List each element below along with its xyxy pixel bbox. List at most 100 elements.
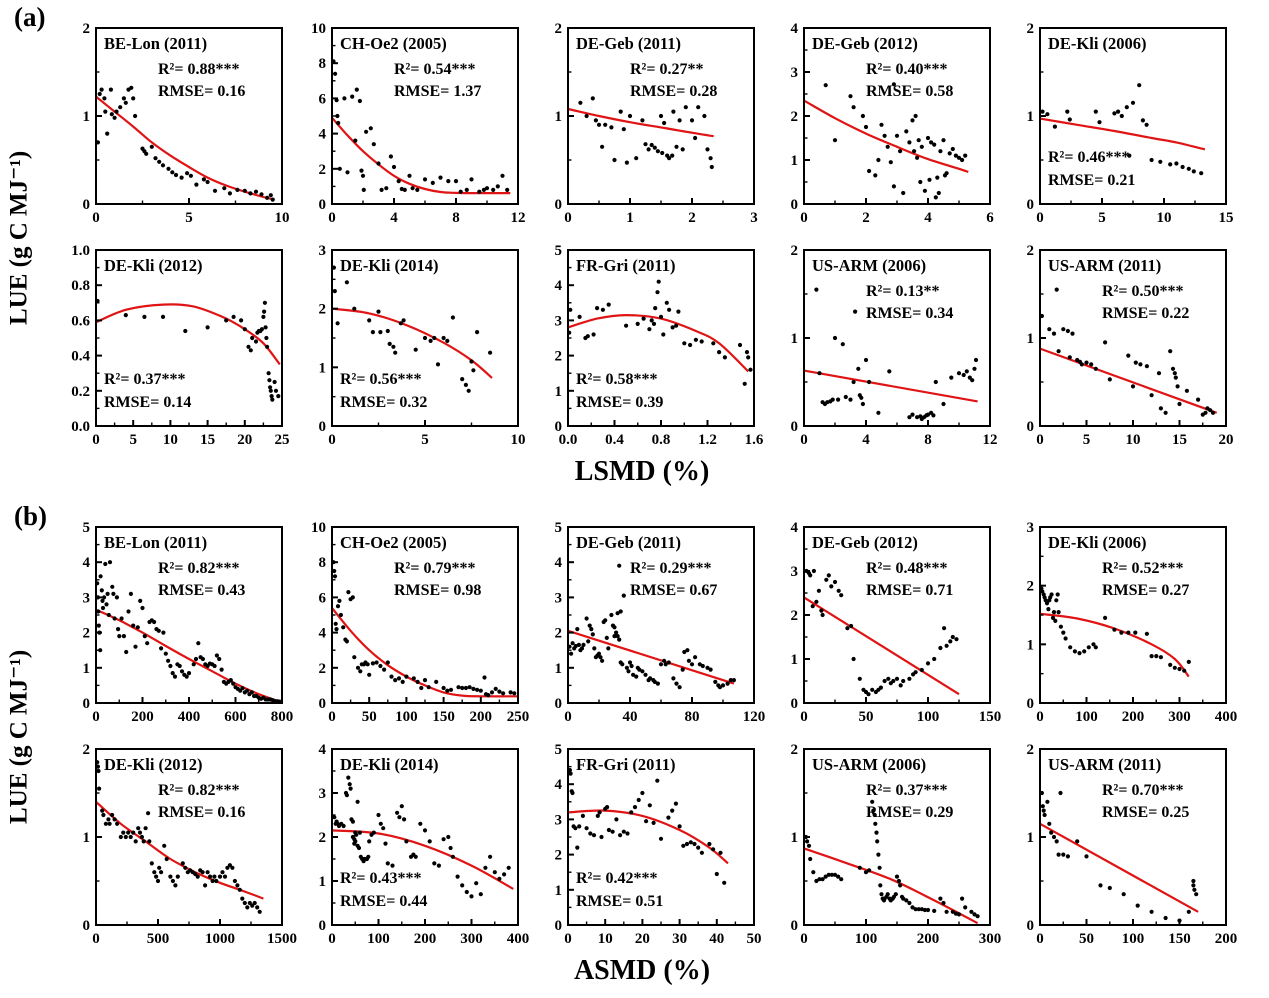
data-point <box>105 131 110 136</box>
fit-line <box>95 608 281 703</box>
scatter-points <box>1039 790 1199 923</box>
x-tick-label: 2 <box>862 210 870 226</box>
data-point <box>913 670 918 675</box>
data-point <box>508 690 513 695</box>
y-tick-label: 3 <box>555 313 563 329</box>
data-point <box>227 863 232 868</box>
y-tick-label: 2 <box>1027 742 1035 758</box>
data-point <box>970 378 975 383</box>
data-point <box>705 665 710 670</box>
data-point <box>898 149 903 154</box>
x-tick-label: 600 <box>224 709 247 725</box>
x-tick-label: 12 <box>511 210 526 226</box>
data-point <box>1065 854 1070 859</box>
data-point <box>621 127 626 132</box>
panel-a-x-axis-label: LSMD (%) <box>574 456 710 487</box>
x-tick-label: 0 <box>800 709 808 725</box>
data-point <box>104 602 109 607</box>
data-point <box>390 863 395 868</box>
data-point <box>896 878 901 884</box>
data-point <box>436 863 441 868</box>
x-tick-label: 0 <box>1036 709 1044 725</box>
data-point <box>1051 834 1057 840</box>
data-point <box>374 660 379 665</box>
data-point <box>108 87 113 92</box>
data-point <box>1047 327 1052 332</box>
data-point <box>400 679 405 684</box>
data-point <box>253 189 259 194</box>
plot-frame <box>567 27 755 205</box>
data-point <box>97 786 102 791</box>
tick-labels: 0 50 100 150 0 1 2 3 4 <box>791 520 1002 725</box>
data-point <box>141 839 146 844</box>
data-point <box>194 182 199 187</box>
x-tick-label: 100 <box>917 709 940 725</box>
y-tick-label: 5 <box>83 520 91 536</box>
data-point <box>376 812 381 818</box>
data-point <box>220 870 225 875</box>
data-point <box>589 627 594 632</box>
data-point <box>686 658 691 663</box>
data-point <box>836 397 841 402</box>
data-point <box>1133 630 1138 635</box>
data-point <box>615 611 620 616</box>
tick-labels: 0 5 10 15 0 1 2 <box>1027 21 1234 226</box>
data-point <box>673 801 678 806</box>
fit-line <box>95 800 264 900</box>
data-point <box>963 153 968 158</box>
x-tick-label: 10 <box>598 931 613 947</box>
data-point <box>814 878 819 884</box>
data-point <box>471 368 476 373</box>
data-point <box>395 810 400 815</box>
data-point <box>354 832 359 837</box>
rmse-annotation: RMSE= 0.21 <box>1048 172 1135 189</box>
data-point <box>1186 659 1191 664</box>
data-point <box>681 843 686 848</box>
data-point <box>898 883 903 888</box>
data-point <box>1196 397 1201 402</box>
plot-frame <box>567 249 755 427</box>
axis-ticks <box>1039 526 1227 704</box>
data-point <box>385 861 390 866</box>
x-tick-label: 3 <box>750 210 758 226</box>
rmse-annotation: RMSE= 0.39 <box>576 394 663 411</box>
data-point <box>413 854 418 859</box>
data-point <box>580 813 585 818</box>
data-point <box>649 142 654 148</box>
data-point <box>624 665 629 670</box>
data-point <box>430 180 435 185</box>
data-point <box>415 679 420 684</box>
y-tick-label: 1 <box>1027 637 1035 653</box>
data-point <box>245 688 250 693</box>
data-point <box>270 397 275 402</box>
tick-labels: 0 2 4 6 0 1 2 3 4 <box>791 21 995 226</box>
data-point <box>1119 113 1124 119</box>
data-point <box>1107 885 1112 891</box>
data-point <box>817 877 822 882</box>
data-point <box>857 676 862 681</box>
data-point <box>357 98 362 104</box>
subplot-ch-oe2-2005-: 0 50 100 150 200 250 0 2 4 6 8 10 CH-Oe2 (2005) R²= 0… <box>311 520 529 725</box>
data-point <box>824 577 829 582</box>
data-point <box>153 156 158 161</box>
data-point <box>931 413 936 418</box>
data-point <box>240 896 245 901</box>
data-point <box>1130 100 1136 105</box>
y-tick-label: 10 <box>311 21 326 37</box>
fit-line <box>803 596 960 696</box>
data-point <box>702 113 707 119</box>
data-point <box>598 655 603 660</box>
data-point <box>696 105 701 110</box>
data-point <box>381 826 386 831</box>
fit-line <box>331 829 514 890</box>
data-point <box>894 676 900 681</box>
data-point <box>474 881 479 886</box>
data-point <box>629 810 634 815</box>
data-point <box>1040 109 1045 114</box>
data-point <box>160 314 166 319</box>
data-point <box>397 815 402 820</box>
data-point <box>201 177 206 182</box>
data-point <box>163 651 168 656</box>
plot-frame <box>1039 27 1227 205</box>
y-tick-label: 2 <box>83 626 91 642</box>
